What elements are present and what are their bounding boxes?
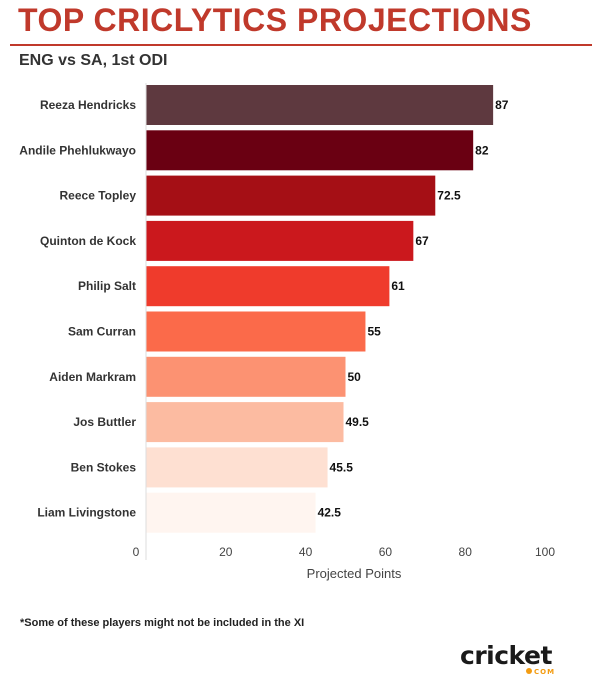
bar bbox=[146, 402, 344, 443]
data-label: 67 bbox=[415, 234, 429, 248]
category-label: Ben Stokes bbox=[71, 460, 137, 474]
bars-group: Reeza Hendricks 87 Andile Phehlukwayo 82 Ree… bbox=[19, 85, 509, 533]
data-label: 82 bbox=[475, 143, 489, 157]
x-tick-label: 40 bbox=[299, 545, 313, 559]
data-label: 42.5 bbox=[318, 506, 342, 520]
data-label: 49.5 bbox=[346, 415, 370, 429]
logo-subtext: COM bbox=[534, 668, 556, 676]
bar bbox=[146, 447, 328, 488]
bar bbox=[146, 130, 474, 171]
bar bbox=[146, 175, 436, 216]
data-label: 50 bbox=[348, 370, 362, 384]
category-label: Sam Curran bbox=[68, 325, 136, 339]
axis-group: 0 20 40 60 80 100 Projected Points bbox=[133, 83, 555, 581]
x-tick-label: 20 bbox=[219, 545, 233, 559]
data-label: 87 bbox=[495, 98, 509, 112]
title-divider bbox=[10, 44, 592, 46]
x-tick-label: 60 bbox=[379, 545, 393, 559]
category-label: Reeza Hendricks bbox=[40, 98, 136, 112]
bar bbox=[146, 85, 494, 125]
category-label: Andile Phehlukwayo bbox=[19, 143, 136, 157]
x-tick-label: 0 bbox=[133, 545, 140, 559]
category-label: Quinton de Kock bbox=[40, 234, 136, 248]
chart-title: TOP CRICLYTICS PROJECTIONS bbox=[18, 2, 532, 38]
data-label: 55 bbox=[367, 325, 381, 339]
footnote: *Some of these players might not be incl… bbox=[20, 617, 305, 629]
bar-chart: Reeza Hendricks 87 Andile Phehlukwayo 82 Ree… bbox=[19, 83, 555, 581]
data-label: 45.5 bbox=[330, 460, 354, 474]
x-tick-label: 100 bbox=[535, 545, 555, 559]
x-axis-label: Projected Points bbox=[307, 566, 402, 581]
bar bbox=[146, 220, 414, 261]
logo-dot bbox=[526, 668, 532, 674]
category-label: Jos Buttler bbox=[73, 415, 136, 429]
bar bbox=[146, 311, 366, 352]
cricket-com-logo: cricket COM bbox=[460, 641, 575, 679]
bar bbox=[146, 356, 346, 397]
logo-wordmark: cricket bbox=[460, 641, 552, 670]
chart-subtitle: ENG vs SA, 1st ODI bbox=[19, 52, 168, 69]
data-label: 72.5 bbox=[437, 189, 461, 203]
x-tick-label: 80 bbox=[459, 545, 473, 559]
category-label: Reece Topley bbox=[60, 189, 137, 203]
bar bbox=[146, 266, 390, 307]
bar bbox=[146, 492, 316, 533]
category-label: Liam Livingstone bbox=[37, 506, 136, 520]
category-label: Philip Salt bbox=[78, 279, 136, 293]
data-label: 61 bbox=[391, 279, 405, 293]
category-label: Aiden Markram bbox=[49, 370, 136, 384]
